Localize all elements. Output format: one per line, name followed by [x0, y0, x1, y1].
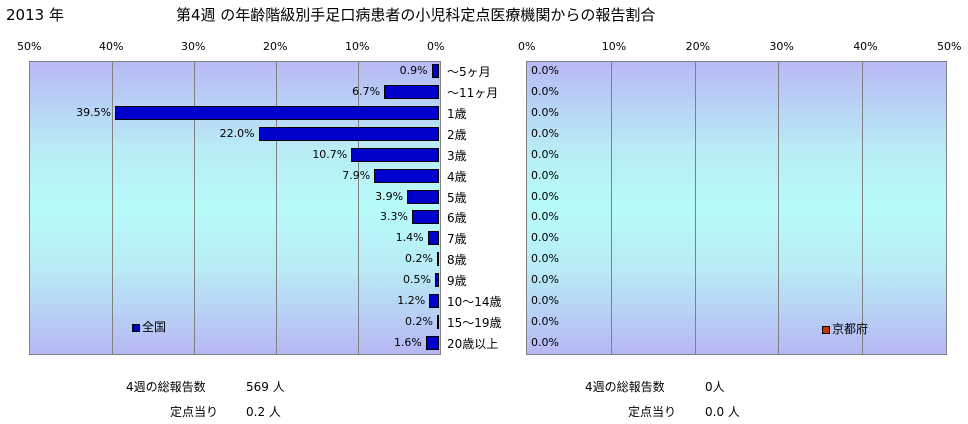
left-tick-label: 40% — [99, 40, 124, 53]
right-tick-label: 10% — [601, 40, 627, 53]
national-data-label: 39.5% — [76, 106, 112, 120]
national-bar — [258, 127, 439, 141]
category-label: 10～14歳 — [447, 294, 502, 309]
national-bar — [429, 293, 439, 308]
national-bar — [115, 106, 439, 121]
legend-swatch-kyoto — [822, 325, 830, 334]
right-tick-label: 20% — [685, 40, 711, 53]
left-total-label: 4週の総報告数 — [126, 380, 206, 394]
kyoto-data-label: 0.0% — [531, 293, 559, 307]
right-gridline — [694, 62, 696, 354]
left-per-value: 0.2 人 — [246, 405, 281, 419]
left-tick-label: 50% — [17, 40, 42, 53]
national-data-label: 3.3% — [380, 210, 408, 224]
national-bar — [384, 85, 439, 100]
year-label: 2013 年 — [6, 6, 64, 24]
right-tick-label: 30% — [769, 40, 794, 53]
national-data-label: 1.6% — [393, 335, 422, 349]
category-label: 3歳 — [447, 148, 467, 163]
right-per-value: 0.0 人 — [705, 405, 740, 419]
category-label: 1歳 — [447, 107, 467, 122]
national-bar — [437, 314, 439, 329]
left-gridline — [358, 62, 359, 354]
category-label: ～5ヶ月 — [447, 65, 491, 80]
category-label: 4歳 — [447, 169, 467, 184]
right-per-label: 定点当り — [628, 405, 677, 419]
national-data-label: 10.7% — [312, 147, 348, 161]
national-data-label: 22.0% — [219, 127, 255, 140]
right-tick-label: 50% — [937, 40, 962, 53]
national-data-label: 7.9% — [342, 168, 371, 182]
right-tick-label: 0% — [518, 40, 536, 53]
legend-swatch-national — [132, 323, 140, 332]
kyoto-data-label: 0.0% — [531, 168, 559, 182]
national-data-label: 3.9% — [375, 189, 404, 203]
national-bar — [425, 335, 439, 350]
kyoto-data-label: 0.0% — [531, 189, 559, 203]
left-tick-label: 20% — [263, 40, 288, 53]
right-total-value: 0人 — [705, 380, 725, 394]
category-label: 6歳 — [447, 211, 467, 226]
national-bar — [411, 210, 439, 225]
national-bar — [351, 147, 439, 162]
national-data-label: 0.2% — [405, 252, 433, 266]
national-data-label: 0.5% — [402, 273, 431, 286]
right-gridline — [862, 62, 864, 354]
left-tick-label: 0% — [427, 40, 445, 53]
kyoto-data-label: 0.0% — [531, 85, 559, 99]
kyoto-data-label: 0.0% — [531, 231, 559, 245]
category-label: 5歳 — [447, 190, 467, 205]
national-bar — [407, 189, 439, 204]
kyoto-data-label: 0.0% — [531, 252, 559, 266]
national-bar — [437, 252, 439, 267]
kyoto-data-label: 0.0% — [531, 314, 559, 328]
category-label: 20歳以上 — [447, 336, 499, 351]
national-data-label: 6.7% — [352, 85, 381, 99]
national-bar — [374, 168, 439, 183]
kyoto-data-label: 0.0% — [531, 106, 559, 120]
left-per-label: 定点当り — [170, 405, 219, 419]
category-label: ～11ヶ月 — [447, 86, 499, 101]
left-gridline — [194, 62, 195, 354]
national-data-label: 0.2% — [405, 314, 433, 328]
national-bar — [427, 231, 439, 246]
kyoto-data-label: 0.0% — [531, 273, 559, 286]
chart-title: 第4週 の年齢階級別手足口病患者の小児科定点医療機関からの報告割合 — [176, 6, 656, 24]
kyoto-data-label: 0.0% — [531, 127, 559, 140]
right-gridline — [610, 62, 612, 354]
left-tick-label: 10% — [345, 40, 370, 53]
left-plot-area — [29, 61, 441, 355]
national-data-label: 1.4% — [395, 231, 424, 245]
national-data-label: 0.9% — [399, 64, 428, 78]
category-label: 2歳 — [447, 128, 467, 142]
right-tick-label: 40% — [853, 40, 878, 53]
left-gridline — [112, 62, 113, 354]
legend-label-national: 全国 — [142, 320, 167, 334]
left-gridline — [276, 62, 277, 354]
left-total-value: 569 人 — [246, 380, 285, 394]
left-tick-label: 30% — [181, 40, 206, 53]
national-data-label: 1.2% — [397, 293, 426, 307]
category-label: 9歳 — [447, 274, 467, 288]
kyoto-data-label: 0.0% — [531, 64, 559, 78]
legend-national: 全国 — [132, 318, 166, 335]
category-label: 8歳 — [447, 253, 467, 268]
national-bar — [431, 64, 439, 79]
legend-kyoto: 京都府 — [822, 320, 868, 337]
right-plot-area — [526, 61, 947, 355]
right-gridline — [778, 62, 780, 354]
kyoto-data-label: 0.0% — [531, 147, 559, 161]
category-label: 7歳 — [447, 232, 467, 247]
legend-label-kyoto: 京都府 — [832, 322, 869, 336]
national-bar — [434, 273, 439, 287]
right-total-label: 4週の総報告数 — [585, 380, 665, 394]
kyoto-data-label: 0.0% — [531, 335, 559, 349]
kyoto-data-label: 0.0% — [531, 210, 559, 224]
category-label: 15～19歳 — [447, 315, 502, 330]
